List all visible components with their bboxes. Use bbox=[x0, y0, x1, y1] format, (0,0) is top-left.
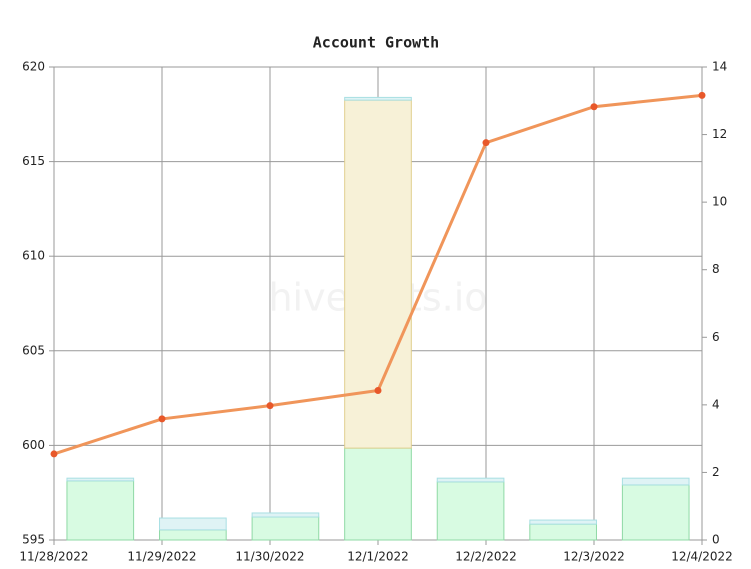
point bbox=[158, 415, 166, 423]
x-tick-label: 12/3/2022 bbox=[563, 550, 625, 564]
bar-segment bbox=[621, 477, 690, 486]
bar-segment bbox=[529, 519, 597, 525]
y2-tick-label: 14 bbox=[712, 60, 727, 74]
bar-segment bbox=[621, 484, 690, 541]
bar-segment bbox=[344, 447, 412, 541]
y2-tick-label: 4 bbox=[712, 397, 720, 411]
bar-segment bbox=[159, 517, 227, 531]
bar-segment bbox=[159, 529, 227, 541]
y-tick-label: 610 bbox=[22, 249, 45, 263]
x-tick-label: 12/1/2022 bbox=[347, 550, 409, 564]
bar-segment bbox=[251, 516, 320, 541]
bar-segment bbox=[344, 96, 412, 101]
x-tick-label: 11/28/2022 bbox=[19, 550, 88, 564]
chart-title: Account Growth bbox=[313, 34, 439, 52]
point bbox=[50, 450, 58, 458]
y2-tick-label: 8 bbox=[712, 262, 720, 276]
point bbox=[482, 139, 490, 147]
point bbox=[590, 103, 598, 111]
bar-segment bbox=[344, 99, 412, 449]
point bbox=[698, 91, 706, 99]
point bbox=[374, 387, 382, 395]
x-tick-label: 12/2/2022 bbox=[455, 550, 517, 564]
bar-segment bbox=[66, 477, 135, 482]
y2-tick-label: 6 bbox=[712, 330, 720, 344]
x-tick-label: 12/4/2022 bbox=[671, 550, 733, 564]
y-tick-label: 615 bbox=[22, 154, 45, 168]
bar-segment bbox=[251, 512, 320, 518]
x-tick-label: 11/29/2022 bbox=[127, 550, 196, 564]
y2-tick-label: 0 bbox=[712, 533, 720, 547]
y-tick-label: 600 bbox=[22, 438, 45, 452]
point bbox=[266, 402, 274, 410]
x-tick-label: 11/30/2022 bbox=[235, 550, 304, 564]
bar-segment bbox=[66, 480, 135, 541]
y2-tick-label: 2 bbox=[712, 465, 720, 479]
bar-segment bbox=[529, 523, 597, 541]
y-tick-label: 595 bbox=[22, 533, 45, 547]
y2-tick-label: 10 bbox=[712, 195, 727, 209]
y-tick-label: 620 bbox=[22, 60, 45, 74]
bar-segment bbox=[436, 477, 505, 483]
bar-segment bbox=[436, 481, 505, 541]
y-tick-label: 605 bbox=[22, 343, 45, 357]
y2-tick-label: 12 bbox=[712, 127, 727, 141]
